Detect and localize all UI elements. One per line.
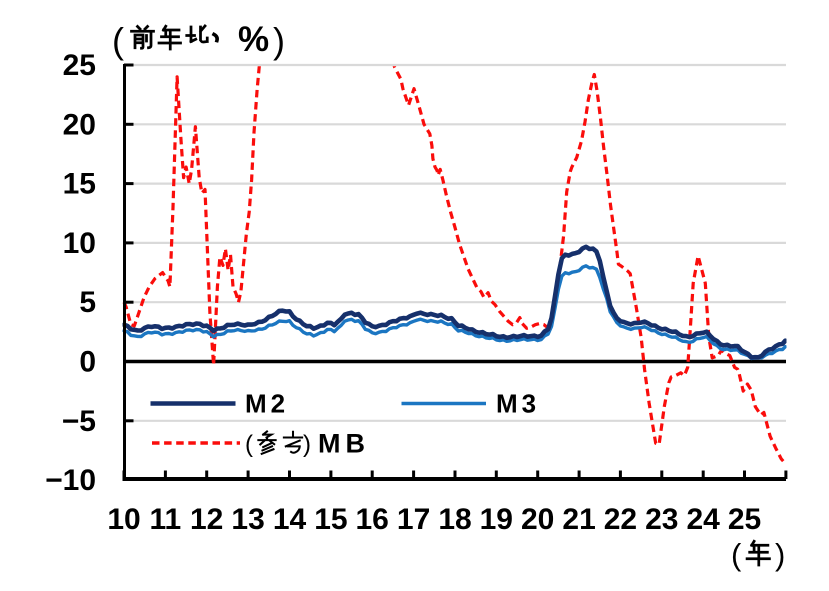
svg-text:10: 10 <box>107 503 140 536</box>
svg-text:10: 10 <box>63 227 96 260</box>
svg-text:M3: M3 <box>496 389 540 419</box>
svg-text:20: 20 <box>63 108 96 141</box>
svg-text:18: 18 <box>438 503 471 536</box>
svg-text:19: 19 <box>480 503 513 536</box>
svg-text:0: 0 <box>79 346 96 379</box>
svg-text:21: 21 <box>562 503 595 536</box>
svg-text:−10: −10 <box>45 464 96 497</box>
svg-text:16: 16 <box>356 503 389 536</box>
svg-text:15: 15 <box>63 168 96 201</box>
svg-text:14: 14 <box>273 503 307 536</box>
svg-text:25: 25 <box>728 503 761 536</box>
svg-text:23: 23 <box>645 503 678 536</box>
svg-text:(: ( <box>112 20 124 61</box>
svg-text:22: 22 <box>604 503 637 536</box>
svg-text:(: ( <box>731 537 742 572</box>
svg-text:): ) <box>303 431 311 458</box>
svg-text:−5: −5 <box>62 405 96 438</box>
svg-text:13: 13 <box>231 503 264 536</box>
svg-text:): ) <box>273 20 285 61</box>
svg-text:MB: MB <box>318 429 370 459</box>
svg-text:(: ( <box>245 431 253 458</box>
svg-text:%: % <box>238 20 269 59</box>
svg-text:M2: M2 <box>245 389 289 419</box>
svg-text:11: 11 <box>150 503 182 536</box>
svg-text:24: 24 <box>687 503 721 536</box>
svg-text:): ) <box>775 537 785 572</box>
svg-text:15: 15 <box>314 503 347 536</box>
svg-text:25: 25 <box>63 49 96 82</box>
svg-text:17: 17 <box>397 503 430 536</box>
svg-text:5: 5 <box>79 286 96 319</box>
svg-text:12: 12 <box>190 503 223 536</box>
svg-text:20: 20 <box>521 503 554 536</box>
